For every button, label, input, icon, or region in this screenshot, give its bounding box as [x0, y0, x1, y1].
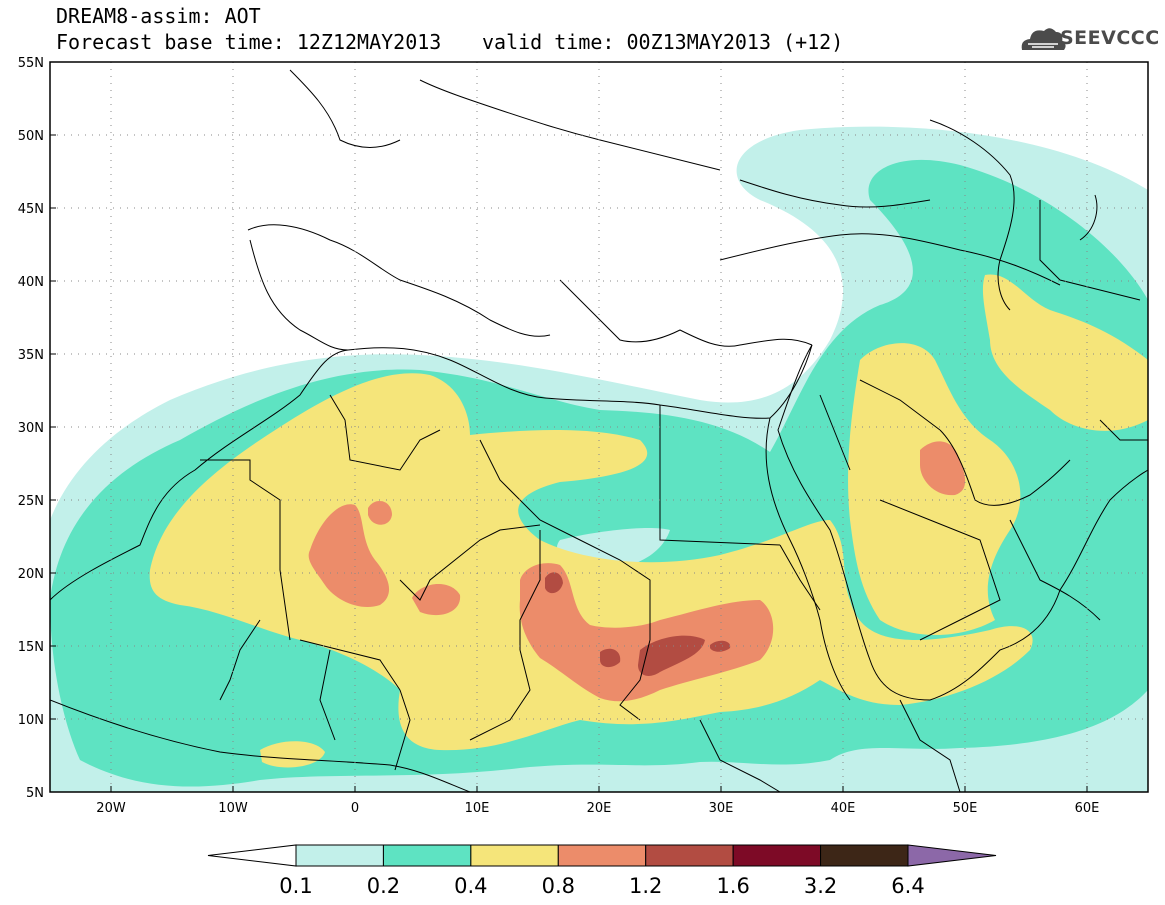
lon-tick-label: 40E — [831, 801, 856, 816]
lat-tick-label: 55N — [18, 56, 44, 71]
forecast-base-time: Forecast base time: 12Z12MAY2013 — [56, 30, 442, 54]
lon-tick-label: 20E — [587, 801, 612, 816]
colorbar-label: 0.4 — [454, 874, 487, 898]
colorbar-swatch — [645, 844, 734, 867]
valid-time: valid time: 00Z13MAY2013 (+12) — [482, 30, 844, 54]
lon-tick-label: 10E — [465, 801, 490, 816]
colorbar-label: 1.2 — [629, 874, 662, 898]
latitude-axis: 55N 50N 45N 40N 35N 30N 25N 20N 15N 10N 5N — [18, 56, 56, 801]
colorbar-min-arrow — [207, 844, 297, 867]
longitude-axis: 20W 10W 0 10E 20E 30E 40E 50E 60E — [96, 786, 1099, 816]
lon-tick-label: 50E — [953, 801, 978, 816]
lon-tick-label: 60E — [1075, 801, 1100, 816]
coastlines — [50, 69, 1148, 792]
seevccc-logo: SEEVCCC — [1060, 27, 1160, 49]
lat-tick-label: 30N — [18, 421, 44, 436]
lat-tick-label: 45N — [18, 202, 44, 217]
lat-tick-label: 15N — [18, 640, 44, 655]
colorbar-label: 0.1 — [279, 874, 312, 898]
lat-tick-label: 50N — [18, 129, 44, 144]
colorbar-label: 0.8 — [542, 874, 575, 898]
colorbar-max-arrow — [907, 844, 997, 867]
colorbar-label: 1.6 — [716, 874, 749, 898]
lat-tick-label: 10N — [18, 713, 44, 728]
map-title: DREAM8-assim: AOT — [56, 4, 261, 28]
cloud-icon — [1021, 28, 1066, 50]
colorbar-swatch — [820, 844, 909, 867]
lon-tick-label: 0 — [351, 801, 359, 816]
lat-tick-label: 35N — [18, 348, 44, 363]
graticule — [50, 62, 1148, 792]
colorbar-label: 6.4 — [891, 874, 924, 898]
aot-shading — [50, 126, 1148, 792]
lon-tick-label: 20W — [96, 801, 126, 816]
lat-tick-label: 25N — [18, 494, 44, 509]
lon-tick-label: 10W — [218, 801, 248, 816]
lat-tick-label: 20N — [18, 567, 44, 582]
colorbar-swatch — [295, 844, 384, 867]
colorbar-swatch — [470, 844, 559, 867]
colorbar-swatch — [557, 844, 647, 867]
lat-tick-label: 40N — [18, 275, 44, 290]
lat-tick-label: 5N — [26, 786, 44, 801]
colorbar-label: 0.2 — [367, 874, 400, 898]
colorbar-label: 3.2 — [804, 874, 837, 898]
colorbar-swatch — [382, 844, 472, 867]
lon-tick-label: 30E — [709, 801, 734, 816]
colorbar-swatch — [732, 844, 822, 867]
